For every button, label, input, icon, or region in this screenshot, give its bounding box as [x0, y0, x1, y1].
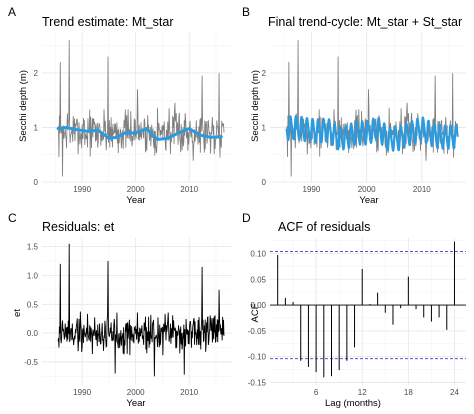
panel-c-title: Residuals: et — [42, 220, 115, 234]
panel-letter-d: D — [242, 211, 251, 225]
y-tick-label: 0.10 — [250, 249, 266, 258]
series-line-observed — [57, 40, 225, 177]
panel-a-ylabel: Secchi depth (m) — [18, 70, 29, 142]
panel-a-title: Trend estimate: Mt_star — [42, 15, 174, 29]
panel-letter-a: A — [8, 5, 16, 19]
y-tick-label: 1.0 — [27, 271, 39, 280]
y-tick-label: 0.05 — [250, 275, 266, 284]
y-tick-label: 0 — [34, 178, 39, 187]
y-tick-label: 2 — [34, 69, 39, 78]
plot-area-d: 6 12 18 24 -0.15 -0.10 -0.05 0.00 0.05 0.10 — [248, 238, 466, 397]
panel-c-xlabel: Year — [126, 398, 145, 409]
y-tick-label: 0.00 — [250, 301, 266, 310]
x-tick-label: 2010 — [180, 185, 198, 194]
panel-a-xlabel: Year — [126, 195, 145, 206]
plot-background — [270, 238, 466, 385]
panel-d-xlabel: Lag (months) — [325, 398, 381, 409]
panel-b-final-trend-cycle: B Final trend-cycle: Mt_star + St_star Y… — [242, 5, 462, 206]
panel-c-residuals: C Residuals: et Year et — [8, 211, 146, 409]
x-tick-label: 24 — [450, 388, 459, 397]
y-tick-label: 1.5 — [27, 243, 39, 252]
y-tick-label: 0.5 — [27, 300, 39, 309]
plot-area-c: 1990 2000 2010 -0.5 0.0 0.5 1.0 1.5 — [24, 238, 232, 397]
panel-b-title: Final trend-cycle: Mt_star + St_star — [268, 15, 462, 29]
y-tick-label: 1 — [262, 123, 267, 132]
series-line-residuals — [57, 243, 225, 377]
series-line-trend — [56, 125, 223, 141]
y-tick-label: 0.0 — [27, 329, 39, 338]
y-tick-label: -0.10 — [248, 353, 267, 362]
x-tick-label: 2010 — [413, 185, 431, 194]
panel-c-ylabel: et — [12, 309, 23, 317]
panel-b-xlabel: Year — [359, 195, 378, 206]
x-tick-label: 1990 — [73, 388, 91, 397]
y-tick-label: 2 — [262, 69, 267, 78]
y-tick-label: -0.5 — [24, 358, 38, 367]
x-tick-label: 2000 — [127, 185, 145, 194]
x-tick-label: 1990 — [303, 185, 321, 194]
panel-b-ylabel: Secchi depth (m) — [250, 70, 261, 142]
plot-background — [42, 238, 232, 385]
series-line-trend-cycle — [285, 114, 459, 152]
plot-area-b: 1990 2000 2010 0 1 2 — [262, 32, 466, 194]
panel-letter-c: C — [8, 211, 17, 225]
y-tick-label: -0.15 — [248, 378, 267, 387]
x-tick-label: 12 — [358, 388, 367, 397]
panel-letter-b: B — [242, 5, 250, 19]
x-tick-label: 18 — [404, 388, 413, 397]
x-tick-label: 2000 — [127, 388, 145, 397]
panel-d-title: ACF of residuals — [278, 220, 370, 234]
panel-d-acf: D ACF of residuals Lag (months) ACF — [242, 211, 381, 409]
panel-d-ylabel: ACF — [250, 303, 261, 322]
x-tick-label: 1990 — [73, 185, 91, 194]
y-tick-label: 1 — [34, 123, 39, 132]
y-tick-label: -0.05 — [248, 327, 267, 336]
x-tick-label: 6 — [314, 388, 319, 397]
x-tick-label: 2000 — [358, 185, 376, 194]
y-tick-label: 0 — [262, 178, 267, 187]
panel-a-trend-estimate: A Trend estimate: Mt_star Year Secchi de… — [8, 5, 174, 206]
plot-area-a: 1990 2000 2010 0 1 2 — [34, 32, 232, 194]
x-tick-label: 2010 — [180, 388, 198, 397]
